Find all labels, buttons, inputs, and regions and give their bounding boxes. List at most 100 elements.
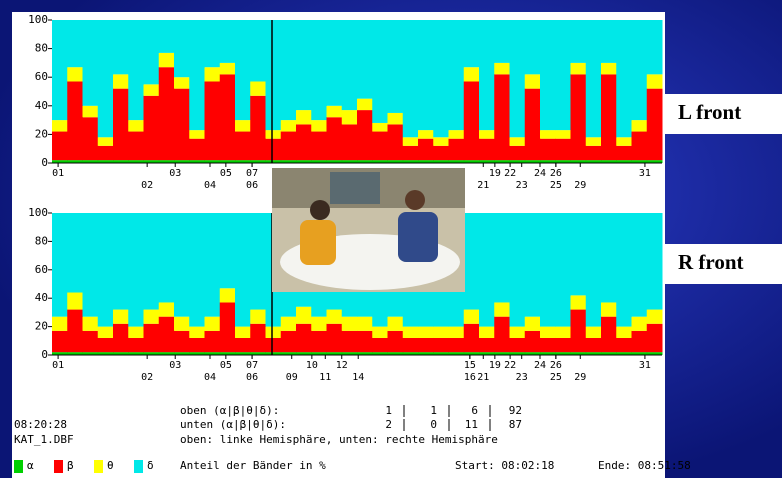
band-segment (570, 74, 587, 161)
band-segment (585, 20, 602, 138)
band-segment (540, 213, 556, 327)
band-segment (616, 137, 632, 146)
band-segment (601, 302, 617, 317)
band-segment (433, 326, 449, 338)
band-segment (357, 352, 373, 355)
band-segment (280, 120, 297, 132)
row-value: 92 (509, 404, 522, 417)
y-tick-label: 0 (41, 348, 48, 361)
y-tick-label: 100 (28, 13, 48, 26)
band-segment (235, 337, 251, 353)
band-segment (265, 160, 282, 163)
band-segment (479, 352, 495, 355)
band-segment (174, 330, 190, 353)
band-segment (509, 326, 526, 338)
band-segment (52, 213, 68, 317)
x-tick-label: 21 (477, 372, 489, 383)
band-segment (250, 323, 266, 353)
band-segment (357, 330, 373, 353)
band-segment (158, 302, 175, 317)
band-segment (280, 20, 297, 121)
band-segment (479, 130, 495, 139)
x-tick-label: 06 (246, 180, 258, 191)
band-segment (646, 88, 663, 161)
x-tick-label: 07 (246, 168, 258, 179)
band-segment (97, 20, 114, 138)
time: 08:20:28 (14, 418, 67, 431)
band-segment (570, 352, 587, 355)
band-segment (341, 160, 358, 163)
row-value: 6 (471, 404, 478, 417)
band-segment (280, 316, 297, 331)
y-tick-label: 60 (35, 263, 48, 276)
band-segment (494, 316, 510, 353)
chart-title: R front (678, 250, 744, 274)
band-segment (387, 330, 404, 353)
band-segment (52, 316, 68, 331)
band-segment (494, 160, 510, 163)
band-segment (174, 316, 190, 331)
band-segment (509, 337, 526, 353)
band-segment (235, 20, 251, 121)
band-segment (82, 213, 99, 317)
band-segment (509, 20, 526, 138)
band-segment (509, 213, 526, 327)
band-segment (326, 309, 343, 324)
band-segment (479, 337, 495, 353)
band-segment (219, 302, 236, 353)
band-segment (219, 62, 236, 75)
band-segment (509, 137, 526, 146)
band-segment (616, 213, 632, 327)
band-segment (67, 292, 83, 310)
x-tick-label: 22 (504, 168, 516, 179)
band-segment (402, 326, 419, 338)
band-segment (143, 213, 160, 310)
chart-title: L front (678, 100, 741, 124)
band-segment (524, 20, 541, 75)
band-segment (204, 67, 221, 82)
y-tick-label: 20 (35, 320, 48, 333)
band-segment (143, 95, 160, 161)
band-segment (463, 81, 480, 161)
band-segment (479, 213, 495, 327)
band-segment (616, 337, 632, 353)
band-segment (311, 160, 327, 163)
band-segment (448, 20, 465, 131)
band-segment (448, 138, 465, 161)
band-segment (265, 138, 282, 161)
band-segment (235, 131, 251, 161)
y-tick-label: 0 (41, 156, 48, 169)
band-segment (357, 316, 373, 331)
band-segment (433, 137, 449, 146)
band-segment (265, 326, 282, 338)
band-segment (219, 213, 236, 289)
band-segment (402, 352, 419, 355)
band-segment (113, 74, 129, 89)
band-segment (631, 160, 648, 163)
band-segment (570, 309, 587, 353)
band-segment (418, 326, 434, 338)
band-segment (219, 288, 236, 303)
band-segment (570, 62, 587, 75)
band-segment (585, 213, 602, 327)
x-tick-label: 26 (550, 168, 562, 179)
band-segment (158, 20, 175, 53)
band-segment (494, 74, 510, 161)
band-segment (646, 309, 663, 324)
band-segment (143, 84, 160, 96)
band-segment (82, 20, 99, 106)
band-segment (540, 160, 556, 163)
band-segment (204, 330, 221, 353)
band-segment (585, 145, 602, 161)
band-segment (219, 160, 236, 163)
band-segment (204, 352, 221, 355)
band-segment (311, 316, 327, 331)
band-segment (555, 337, 571, 353)
band-segment (402, 20, 419, 138)
band-segment (113, 160, 129, 163)
band-segment (631, 120, 648, 132)
band-segment (341, 110, 358, 125)
band-segment (601, 20, 617, 63)
band-segment (113, 20, 129, 75)
